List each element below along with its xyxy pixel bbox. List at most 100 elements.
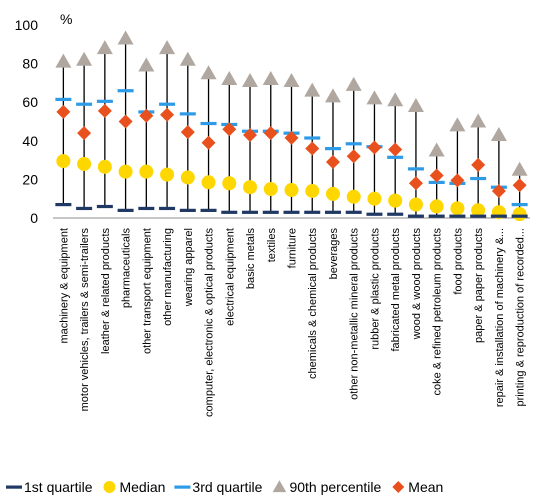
3rd-quartile-marker bbox=[117, 89, 134, 93]
median-marker bbox=[160, 167, 175, 182]
3rd-quartile-marker bbox=[387, 155, 404, 159]
mean-marker bbox=[139, 108, 154, 123]
1st-quartile-marker bbox=[200, 208, 217, 212]
1st-quartile-marker bbox=[96, 204, 113, 209]
90th-percentile-marker bbox=[283, 72, 300, 87]
y-axis-unit-label: % bbox=[60, 11, 72, 27]
x-tick-label: rubber & plastic products bbox=[369, 228, 381, 350]
median-marker bbox=[305, 183, 320, 198]
median-marker bbox=[201, 175, 216, 190]
median-marker bbox=[97, 159, 112, 174]
median-marker bbox=[77, 156, 92, 171]
mean-marker bbox=[284, 130, 299, 145]
90th-percentile-marker bbox=[138, 57, 155, 72]
mean-marker bbox=[429, 168, 444, 183]
90th-percentile-marker bbox=[511, 161, 528, 176]
median-marker bbox=[222, 176, 237, 191]
mean-marker bbox=[201, 135, 216, 150]
3rd-quartile-marker bbox=[55, 97, 72, 102]
90th-percentile-marker bbox=[159, 40, 176, 55]
90th-percentile-marker bbox=[304, 82, 321, 97]
3rd-quartile-marker bbox=[407, 167, 424, 171]
mean-marker bbox=[97, 103, 112, 118]
90th-percentile-marker bbox=[366, 90, 383, 105]
mean-marker bbox=[305, 141, 320, 156]
mean-marker bbox=[512, 178, 527, 193]
1st-quartile-marker bbox=[387, 212, 404, 216]
legend-median-marker bbox=[103, 481, 116, 493]
x-tick-label: other manufacturing bbox=[162, 228, 174, 326]
legend-3rd-quartile-label: 3rd quartile bbox=[192, 479, 262, 495]
1st-quartile-marker bbox=[55, 202, 72, 207]
mean-marker bbox=[325, 155, 340, 170]
x-tick-label: computer, electronic & optical products bbox=[204, 228, 216, 417]
mean-marker bbox=[408, 176, 423, 191]
90th-percentile-marker bbox=[449, 117, 466, 132]
mean-marker bbox=[180, 125, 195, 140]
median-marker bbox=[243, 180, 258, 195]
mean-marker bbox=[118, 114, 133, 129]
1st-quartile-marker bbox=[324, 210, 341, 214]
y-tick-labels: 0 20 40 60 80 100 bbox=[15, 17, 39, 226]
90th-percentile-marker bbox=[76, 51, 93, 66]
mean-marker bbox=[263, 126, 278, 141]
90th-percentile-marker bbox=[200, 65, 217, 80]
3rd-quartile-marker bbox=[324, 147, 341, 151]
mean-marker bbox=[491, 183, 506, 198]
1st-quartile-marker bbox=[511, 214, 528, 218]
legend-3rd-quartile-marker bbox=[174, 485, 191, 489]
90th-percentile-marker bbox=[179, 51, 196, 66]
90th-percentile-marker bbox=[490, 127, 507, 142]
x-tick-label: textiles bbox=[266, 228, 278, 263]
x-tick-label: other transport equipment bbox=[141, 228, 153, 354]
x-tick-label: leather & related products bbox=[100, 228, 112, 354]
y-tick-label: 100 bbox=[15, 17, 39, 33]
y-tick-label: 80 bbox=[22, 56, 38, 72]
90th-percentile-marker bbox=[428, 142, 445, 157]
1st-quartile-marker bbox=[76, 206, 93, 211]
3rd-quartile-marker bbox=[179, 112, 196, 116]
1st-quartile-marker bbox=[490, 214, 507, 218]
data-markers bbox=[55, 30, 528, 222]
x-tick-label: machinery & equipment bbox=[58, 228, 70, 344]
x-tick-label: wood & wood products bbox=[411, 228, 423, 341]
legend-1st-quartile-marker bbox=[6, 485, 22, 489]
mean-marker bbox=[243, 128, 258, 143]
3rd-quartile-marker bbox=[200, 121, 217, 126]
median-marker bbox=[512, 207, 527, 222]
median-marker bbox=[388, 193, 403, 208]
legend-mean-label: Mean bbox=[408, 479, 443, 495]
3rd-quartile-marker bbox=[470, 176, 487, 181]
legend-median-label: Median bbox=[119, 479, 165, 495]
90th-percentile-marker bbox=[324, 88, 341, 103]
x-tick-labels: machinery & equipment motor vehicles, tra… bbox=[58, 228, 526, 417]
mean-marker bbox=[77, 126, 92, 141]
x-tick-label: coke & refined petroleum products bbox=[432, 228, 444, 396]
90th-percentile-marker bbox=[96, 40, 113, 55]
x-tick-label: wearing apparel bbox=[183, 228, 195, 307]
x-tick-label: repair & installation of machinery &... bbox=[494, 228, 506, 407]
x-tick-label: printing & reproduction of recorded... bbox=[515, 228, 527, 407]
1st-quartile-marker bbox=[179, 208, 196, 212]
90th-percentile-marker bbox=[262, 71, 279, 86]
1st-quartile-marker bbox=[262, 210, 279, 214]
median-marker bbox=[346, 189, 361, 204]
1st-quartile-marker bbox=[117, 208, 134, 212]
mean-marker bbox=[346, 149, 361, 164]
legend-90th-percentile-marker bbox=[272, 480, 287, 493]
90th-percentile-marker bbox=[242, 72, 259, 87]
median-marker bbox=[408, 197, 423, 212]
mean-marker bbox=[388, 142, 403, 157]
3rd-quartile-marker bbox=[159, 102, 176, 106]
3rd-quartile-marker bbox=[96, 99, 113, 103]
1st-quartile-marker bbox=[428, 214, 445, 218]
legend-1st-quartile-label: 1st quartile bbox=[24, 479, 93, 495]
mean-marker bbox=[367, 140, 382, 155]
90th-percentile-marker bbox=[387, 92, 404, 107]
90th-percentile-marker bbox=[221, 71, 238, 86]
90th-percentile-marker bbox=[407, 98, 424, 113]
median-marker bbox=[429, 199, 444, 214]
1st-quartile-marker bbox=[345, 210, 362, 214]
legend-90th-percentile-label: 90th percentile bbox=[289, 479, 381, 495]
